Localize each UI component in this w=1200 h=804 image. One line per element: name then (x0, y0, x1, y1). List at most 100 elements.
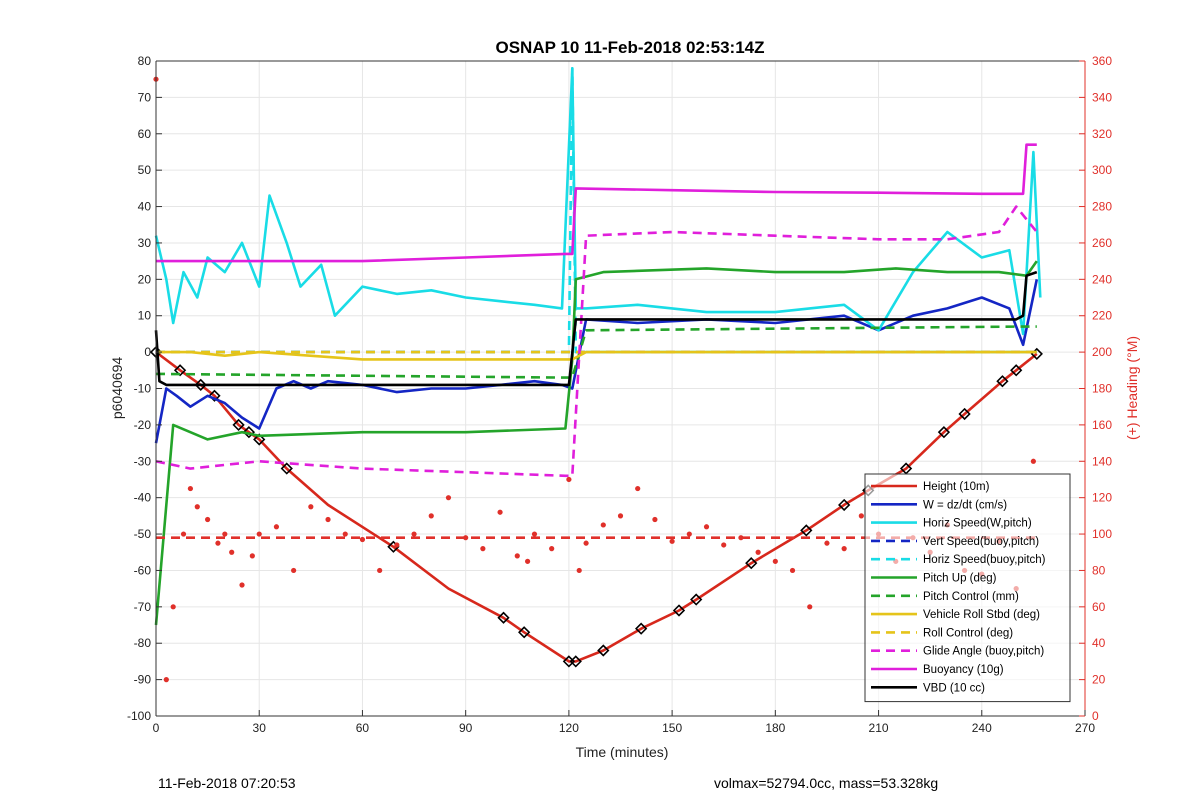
series-12-point (583, 540, 589, 546)
series-12-point (576, 567, 582, 574)
series-12-point (686, 531, 692, 537)
series-12-point (249, 553, 255, 559)
y2-tick-label: 140 (1092, 454, 1112, 468)
x-tick-label: 120 (559, 721, 579, 735)
y-tick-label: -60 (134, 563, 152, 577)
series-12-point (256, 531, 262, 537)
series-12-point (755, 549, 761, 555)
y2-tick-label: 100 (1092, 527, 1112, 541)
series-12-point (480, 546, 486, 552)
footer-timestamp: 11-Feb-2018 07:20:53 (158, 775, 296, 791)
y2-tick-label: 220 (1092, 309, 1112, 323)
y-axis-label: p6040694 (109, 357, 125, 420)
series-12-point (428, 513, 434, 519)
y2-tick-label: 20 (1092, 673, 1106, 687)
series-11-line (154, 270, 1038, 387)
series-2-line (154, 67, 1042, 336)
x-tick-label: 60 (356, 721, 370, 735)
y-tick-label: -20 (134, 418, 152, 432)
x-tick-label: 150 (662, 721, 682, 735)
chart-title: OSNAP 10 11-Feb-2018 02:53:14Z (496, 38, 765, 57)
y2-axis-label: (+) Heading (°M) (1124, 336, 1140, 440)
x-axis-label: Time (minutes) (576, 744, 669, 760)
legend-entry: Pitch Up (deg) (923, 573, 997, 585)
y2-tick-label: 180 (1092, 382, 1112, 396)
series-12-point (566, 476, 572, 483)
y2-tick-label: 160 (1092, 418, 1112, 432)
series-12-point (291, 567, 297, 574)
series-12-point (824, 540, 830, 546)
y2-tick-label: 360 (1092, 54, 1112, 68)
series-0-marker (1010, 364, 1023, 377)
legend-entry: Buoyancy (10g) (923, 664, 1004, 676)
series-12-point (187, 485, 194, 492)
series-12-point (229, 549, 235, 555)
series-12-point (652, 516, 658, 523)
series-12-point (549, 546, 555, 552)
series-0-marker (672, 604, 686, 617)
series-0-marker (280, 462, 293, 475)
series-12-point (858, 513, 864, 519)
y-tick-label: -80 (134, 636, 152, 650)
series-0-marker (518, 626, 531, 639)
series-10-line (156, 143, 1037, 263)
series-0-marker (690, 593, 703, 606)
series-12-point (325, 516, 331, 523)
series-1-line (154, 279, 1039, 444)
x-tick-label: 240 (972, 721, 992, 735)
series-12-point (205, 516, 211, 523)
series-12-point (1030, 458, 1036, 464)
y-tick-label: 0 (144, 345, 151, 359)
series-0-marker (232, 418, 245, 432)
y2-tick-label: 340 (1092, 90, 1112, 104)
axes: 0 30 60 90 120 150 180 210 240 270-100-90-80-70-6… (127, 54, 1112, 735)
series-12-point (222, 531, 228, 537)
legend-entry: W = dz/dt (cm/s) (923, 499, 1007, 511)
series-12-point (239, 582, 245, 588)
y-tick-label: 40 (138, 200, 152, 214)
series-12-point (308, 504, 314, 510)
y-tick-label: 80 (138, 54, 152, 68)
legend-entry: Height (10m) (923, 481, 990, 493)
series-12-point (170, 604, 176, 610)
series-12-point (411, 531, 417, 537)
series-12-point (703, 524, 710, 530)
series-12-point (273, 524, 280, 530)
legend-entry: Vehicle Roll Stbd (deg) (923, 609, 1040, 621)
legend-entry: Vert Speed(buoy,pitch) (923, 536, 1039, 548)
y-tick-label: 50 (138, 163, 152, 177)
y2-tick-label: 120 (1092, 491, 1112, 505)
series-4-line (156, 67, 1037, 354)
series-12-point (445, 495, 452, 501)
series-12-point (807, 604, 813, 610)
series-12-point (531, 531, 538, 537)
y-tick-label: 30 (138, 236, 152, 250)
y-tick-label: -90 (134, 673, 152, 687)
legend-entry: Roll Control (deg) (923, 627, 1013, 639)
series-0-marker (194, 378, 207, 391)
series-0-marker (497, 611, 510, 624)
y2-tick-label: 240 (1092, 272, 1112, 286)
series-0-marker (253, 433, 266, 446)
y-tick-label: -10 (134, 382, 152, 396)
y2-tick-label: 300 (1092, 163, 1112, 177)
y2-tick-label: 260 (1092, 236, 1112, 250)
x-tick-label: 0 (153, 721, 160, 735)
series-12-point (377, 567, 383, 574)
y2-tick-label: 40 (1092, 636, 1106, 650)
footer-volmax-mass: volmax=52794.0cc, mass=53.328kg (714, 775, 939, 791)
series-12-point (497, 509, 503, 515)
legend-entry: VBD (10 cc) (923, 682, 985, 694)
y-tick-label: 70 (138, 90, 152, 104)
legend-entry: Horiz Speed(W,pitch) (923, 518, 1032, 530)
series-12-point (194, 504, 200, 510)
y-tick-label: 10 (138, 309, 152, 323)
y-tick-label: 20 (138, 272, 152, 286)
y2-tick-label: 280 (1092, 200, 1112, 214)
series-12-point (617, 513, 624, 519)
series-0-marker (937, 426, 951, 439)
series-12-point (789, 567, 796, 574)
y2-tick-label: 80 (1092, 563, 1106, 577)
series-12-point (721, 542, 727, 548)
